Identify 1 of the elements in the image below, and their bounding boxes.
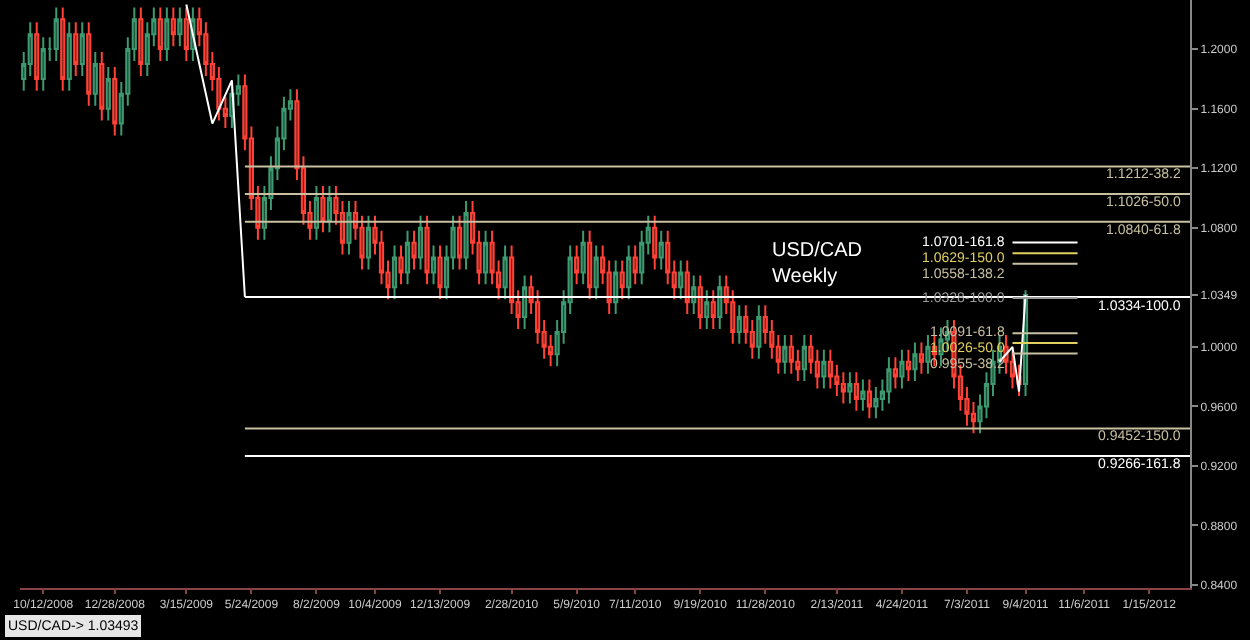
- annotation: USD/CAD Weekly: [772, 240, 863, 288]
